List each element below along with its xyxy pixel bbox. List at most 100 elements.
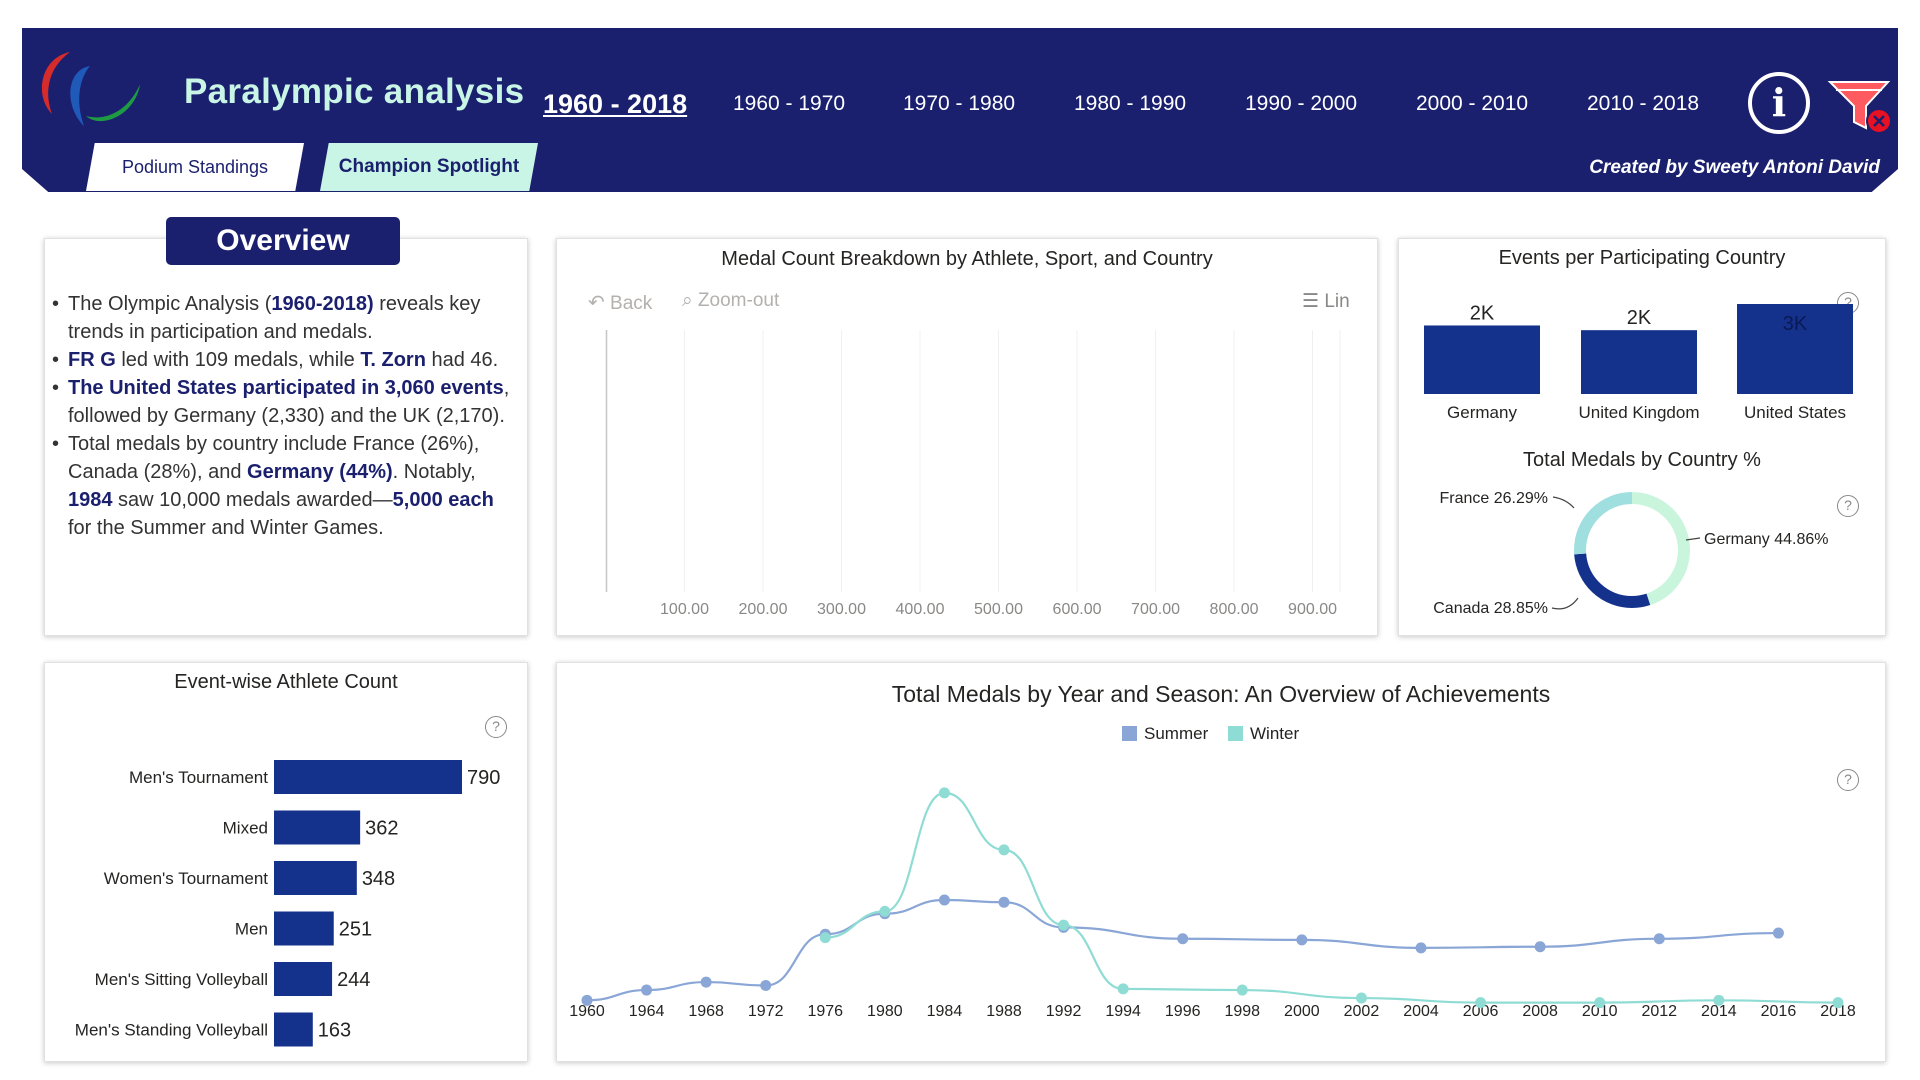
data-point-summer[interactable] bbox=[700, 976, 712, 988]
app-title: Paralympic analysis bbox=[184, 72, 525, 111]
data-point-summer[interactable] bbox=[938, 894, 950, 906]
help-icon[interactable]: ? bbox=[1837, 769, 1859, 791]
medals-country-title: Total Medals by Country % bbox=[1523, 449, 1761, 471]
event-athletes-title: Event-wise Athlete Count bbox=[174, 671, 398, 693]
period-tab-2010-2018[interactable]: 2010 - 2018 bbox=[1587, 92, 1700, 115]
help-icon[interactable]: ? bbox=[485, 716, 507, 738]
data-point-summer[interactable] bbox=[998, 896, 1010, 908]
period-tab-1960-1970[interactable]: 1960 - 1970 bbox=[733, 92, 846, 115]
data-point-winter[interactable] bbox=[819, 932, 831, 944]
data-point-summer[interactable] bbox=[1296, 934, 1308, 946]
help-icon[interactable]: ? bbox=[1837, 495, 1859, 517]
x-tick-label: 2014 bbox=[1701, 1003, 1737, 1020]
data-point-summer[interactable] bbox=[641, 984, 653, 996]
data-point-summer[interactable] bbox=[1534, 941, 1546, 953]
data-point-summer[interactable] bbox=[581, 994, 593, 1006]
data-point-summer[interactable] bbox=[760, 980, 772, 991]
y-category-label: Men's Standing Volleyball bbox=[75, 1021, 268, 1040]
overview-text-run: T. Zorn bbox=[360, 349, 426, 371]
data-point-summer[interactable] bbox=[1653, 933, 1665, 945]
period-tab-1960-2018[interactable]: 1960 - 2018 bbox=[543, 89, 688, 119]
data-point-winter[interactable] bbox=[938, 787, 950, 799]
period-tab-1990-2000[interactable]: 1990 - 2000 bbox=[1245, 92, 1358, 115]
data-point-winter[interactable] bbox=[1594, 997, 1606, 1009]
bar[interactable] bbox=[274, 760, 462, 794]
medals-country-donut: France 26.29% Germany 44.86% Canada 28.85% bbox=[1433, 490, 1828, 617]
data-point-winter[interactable] bbox=[1236, 984, 1248, 996]
y-category-label: Mixed bbox=[223, 819, 268, 838]
x-tick-label: 2000 bbox=[1284, 1003, 1320, 1020]
overview-text-run: 1960-2018) bbox=[271, 293, 374, 315]
data-point-winter[interactable] bbox=[1058, 919, 1070, 931]
zoom-out-button[interactable]: ⌕ Zoom-out bbox=[682, 290, 779, 312]
series-line-winter bbox=[825, 791, 1839, 1004]
list-icon: ☰ bbox=[1302, 291, 1320, 312]
tab-podium-standings[interactable]: Podium Standings bbox=[86, 143, 304, 191]
bar[interactable] bbox=[274, 861, 357, 895]
data-point-winter[interactable] bbox=[998, 844, 1010, 856]
legend-label-winter: Winter bbox=[1250, 724, 1300, 743]
overview-text-run: 5,000 each bbox=[392, 489, 494, 511]
event-athletes-chart: Men's Tournament 790 Mixed 362 Women's Tourn… bbox=[75, 760, 500, 1047]
data-point-winter[interactable] bbox=[1713, 994, 1725, 1006]
overview-text-run: reveals key trends in participation and … bbox=[68, 293, 481, 343]
bar[interactable] bbox=[1737, 304, 1853, 394]
credit-text: Created by Sweety Antoni David bbox=[1589, 157, 1880, 178]
overview-text-run: for the Summer and Winter Games. bbox=[68, 517, 384, 539]
tab-champion-spotlight[interactable]: Champion Spotlight bbox=[320, 143, 538, 191]
back-arrow-icon: ↶ bbox=[588, 292, 605, 314]
donut-slice[interactable] bbox=[1574, 492, 1690, 608]
slice-label: France 26.29% bbox=[1439, 490, 1548, 507]
x-tick-label: 1960 bbox=[569, 1003, 605, 1020]
x-tick-label: 200.00 bbox=[739, 601, 788, 618]
medals-year-card: Total Medals by Year and Season: An Over… bbox=[556, 662, 1886, 1062]
overview-bullet: The United States participated in 3,060 … bbox=[52, 374, 522, 430]
bar[interactable] bbox=[1581, 330, 1697, 394]
overview-text-run: Total medals by country include France (… bbox=[68, 433, 480, 483]
x-tick-label: 600.00 bbox=[1053, 601, 1102, 618]
bar[interactable] bbox=[274, 911, 334, 946]
bar[interactable] bbox=[274, 962, 333, 996]
zoom-out-icon: ⌕ bbox=[682, 290, 693, 311]
donut-slice[interactable] bbox=[1574, 492, 1690, 608]
y-category-label: Men's Sitting Volleyball bbox=[95, 970, 268, 989]
events-country-card: Events per Participating Country Total M… bbox=[1398, 238, 1886, 636]
data-point-winter[interactable] bbox=[1355, 992, 1367, 1004]
overview-bullet: The Olympic Analysis (1960-2018) reveals… bbox=[52, 290, 522, 346]
data-point-summer[interactable] bbox=[1177, 933, 1189, 945]
back-button[interactable]: ↶ Back bbox=[588, 290, 652, 315]
bar[interactable] bbox=[274, 810, 361, 845]
overview-text-run: The United States participated in 3,060 … bbox=[68, 377, 504, 399]
bar[interactable] bbox=[1424, 325, 1540, 394]
x-tick-label: 800.00 bbox=[1210, 601, 1259, 618]
x-tick-label: 1976 bbox=[807, 1003, 843, 1020]
overview-text-run: saw 10,000 medals awarded— bbox=[112, 489, 393, 511]
period-tabs: 1960 - 2018 1960 - 1970 1970 - 1980 1980… bbox=[0, 89, 1920, 132]
data-point-winter[interactable] bbox=[1832, 997, 1844, 1009]
overview-title: Overview bbox=[166, 217, 400, 265]
overview-bullets: The Olympic Analysis (1960-2018) reveals… bbox=[52, 290, 522, 542]
data-point-winter[interactable] bbox=[1475, 997, 1487, 1009]
medals-year-chart: 1960 1964 1968 1972 1976 1980 1984 1988 1992 1994… bbox=[569, 787, 1856, 1020]
period-tab-1980-1990[interactable]: 1980 - 1990 bbox=[1074, 92, 1187, 115]
x-tick-label: 400.00 bbox=[896, 601, 945, 618]
period-tab-2000-2010[interactable]: 2000 - 2010 bbox=[1416, 92, 1529, 115]
data-point-summer[interactable] bbox=[1772, 927, 1784, 939]
period-tab-1970-1980[interactable]: 1970 - 1980 bbox=[903, 92, 1016, 115]
x-tick-label: 1988 bbox=[986, 1003, 1022, 1020]
legend-swatch-summer bbox=[1122, 726, 1137, 741]
x-tick-label: 1984 bbox=[927, 1003, 963, 1020]
lin-button[interactable]: ☰ Lin bbox=[1302, 290, 1350, 313]
data-point-winter[interactable] bbox=[879, 905, 891, 917]
bar-data-label: 244 bbox=[337, 969, 370, 991]
x-tick-label: 1996 bbox=[1165, 1003, 1201, 1020]
x-tick-label: 2010 bbox=[1582, 1003, 1618, 1020]
clear-filter-icon[interactable] bbox=[1826, 76, 1896, 136]
x-tick-label: 1994 bbox=[1105, 1003, 1141, 1020]
info-icon[interactable]: i bbox=[1748, 72, 1810, 134]
bar[interactable] bbox=[274, 1012, 313, 1047]
x-tick-label: 1964 bbox=[629, 1003, 665, 1020]
lin-label: Lin bbox=[1324, 291, 1350, 312]
data-point-winter[interactable] bbox=[1117, 983, 1129, 995]
data-point-summer[interactable] bbox=[1415, 942, 1427, 954]
